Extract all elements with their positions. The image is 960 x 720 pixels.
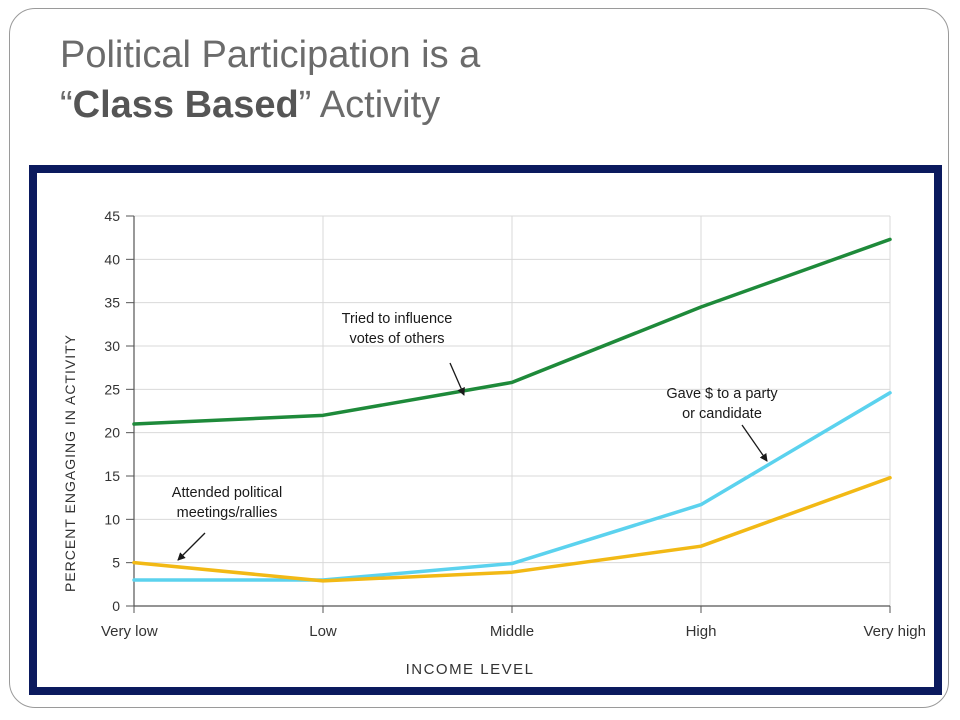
y-tick-label: 35: [104, 295, 120, 311]
y-tick-label: 20: [104, 425, 120, 441]
annotations: Tried to influence votes of others Gave $ …: [172, 311, 778, 561]
y-tick-label: 45: [104, 208, 120, 224]
title-rest-text: Activity: [311, 84, 441, 126]
grid: [134, 215, 891, 606]
annotation-arrow: [449, 362, 465, 396]
y-tick-label: 15: [104, 468, 120, 484]
slide-title: Political Participation is a “Class Base…: [60, 30, 920, 130]
title-close-quote: ”: [298, 84, 312, 126]
chart-frame: 0 5 10 15 20 25 30 35 40 45 Very low Low Middle High V…: [29, 165, 942, 695]
y-tick-label: 10: [104, 511, 120, 527]
series-lines: [132, 237, 892, 583]
x-tick-label: Low: [309, 623, 337, 640]
title-open-quote: “: [60, 84, 73, 126]
title-bold-text: Class Based: [72, 84, 299, 126]
x-tick-label: Very low: [101, 623, 158, 640]
y-tick-label: 5: [112, 555, 120, 571]
annotation-label: votes of others: [349, 331, 444, 347]
annotation-arrow: [177, 532, 206, 561]
series-line: [132, 237, 892, 426]
annotation-label: Attended political: [172, 485, 282, 501]
y-tick-label: 30: [104, 338, 120, 354]
y-tick-label: 40: [104, 251, 120, 267]
annotation-label: Gave $ to a party: [666, 386, 778, 402]
chart-panel: 0 5 10 15 20 25 30 35 40 45 Very low Low Middle High V…: [37, 173, 934, 687]
annotation-label: meetings/rallies: [177, 505, 278, 521]
slide-title-line2: “Class Based” Activity: [60, 80, 920, 130]
y-tick-label: 0: [112, 598, 120, 614]
slide-title-line1: Political Participation is a: [60, 34, 481, 76]
x-axis-title: INCOME LEVEL: [406, 661, 535, 678]
x-tick-label: Very high: [863, 623, 926, 640]
annotation-arrow: [741, 424, 768, 462]
x-tick-label: High: [686, 623, 717, 640]
annotation-label: Tried to influence: [342, 311, 453, 327]
line-chart: 0 5 10 15 20 25 30 35 40 45 Very low Low Middle High V…: [62, 208, 926, 678]
axes: 0 5 10 15 20 25 30 35 40 45 Very low Low Middle High V…: [101, 208, 926, 640]
x-tick-label: Middle: [490, 623, 534, 640]
annotation-label: or candidate: [682, 406, 762, 422]
series-line: [132, 475, 892, 583]
series-line: [132, 391, 892, 582]
y-tick-label: 25: [104, 381, 120, 397]
y-axis-title: PERCENT ENGAGING IN ACTIVITY: [62, 334, 78, 592]
